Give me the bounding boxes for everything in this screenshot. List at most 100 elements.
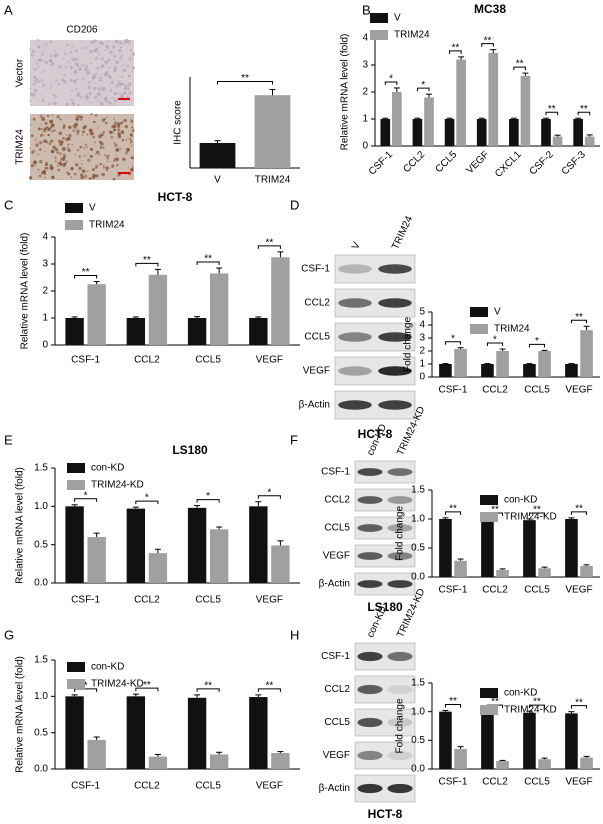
legend-label: TRIM24-KD bbox=[91, 679, 144, 690]
ihc-texture bbox=[79, 116, 82, 119]
ihc-texture bbox=[94, 76, 97, 79]
ihc-texture bbox=[59, 82, 61, 85]
bar bbox=[392, 92, 402, 146]
legend-label: TRIM24-KD bbox=[504, 512, 557, 523]
ihc-texture bbox=[114, 143, 118, 148]
y-tick-label: 3 bbox=[42, 259, 48, 270]
ihc-texture bbox=[128, 57, 133, 62]
ihc-texture bbox=[70, 98, 74, 102]
bar bbox=[187, 697, 207, 769]
significance-label: * bbox=[421, 80, 425, 91]
ihc-texture bbox=[48, 142, 52, 145]
y-tick-label: 0.0 bbox=[34, 764, 48, 775]
ihc-texture bbox=[106, 156, 110, 160]
ihc-texture bbox=[53, 54, 57, 58]
ihc-texture bbox=[119, 148, 122, 150]
y-tick-label: 5 bbox=[419, 307, 425, 318]
ihc-texture bbox=[47, 133, 50, 137]
bar bbox=[249, 318, 268, 345]
ihc-texture bbox=[83, 147, 86, 150]
ihc-texture bbox=[94, 113, 98, 117]
ihc-texture bbox=[123, 42, 126, 45]
ihc-texture bbox=[99, 162, 102, 166]
blot-band bbox=[387, 750, 413, 761]
blot-caption: HCT-8 bbox=[358, 427, 393, 441]
y-tick-label: 2 bbox=[419, 346, 425, 357]
ihc-texture bbox=[32, 117, 36, 121]
x-tick-label: CSF-1 bbox=[439, 585, 468, 596]
ihc-texture bbox=[68, 133, 72, 138]
ihc-texture bbox=[44, 127, 47, 131]
bar bbox=[87, 739, 106, 769]
bar bbox=[541, 119, 551, 146]
ihc-texture bbox=[119, 94, 124, 99]
y-tick-label: 1.0 bbox=[34, 501, 48, 512]
blot-band bbox=[357, 552, 383, 560]
ihc-texture bbox=[94, 82, 96, 84]
ihc-texture bbox=[75, 62, 79, 66]
ihc-texture bbox=[40, 50, 43, 53]
ihc-texture bbox=[42, 70, 45, 73]
ihc-texture bbox=[62, 126, 66, 130]
x-tick-label: TRIM24 bbox=[255, 175, 291, 186]
blot-row-label: CCL5 bbox=[324, 523, 350, 534]
significance-bracket bbox=[196, 261, 220, 266]
ihc-texture bbox=[86, 133, 89, 136]
ihc-texture bbox=[62, 58, 64, 60]
ihc-texture bbox=[93, 86, 96, 89]
significance-label: ** bbox=[491, 505, 499, 516]
ihc-texture bbox=[91, 76, 95, 80]
panel-label: A bbox=[4, 2, 13, 17]
ihc-texture bbox=[102, 146, 105, 149]
x-tick-label: V bbox=[214, 175, 221, 186]
ihc-texture bbox=[58, 139, 62, 144]
ihc-texture bbox=[37, 58, 41, 62]
ihc-texture bbox=[102, 166, 106, 169]
bar bbox=[538, 759, 551, 769]
ihc-texture bbox=[113, 92, 117, 96]
ihc-texture bbox=[48, 102, 51, 106]
y-tick-label: 0 bbox=[42, 340, 48, 351]
significance-bracket bbox=[545, 111, 559, 116]
ihc-texture bbox=[31, 49, 36, 53]
panel-label: B bbox=[362, 2, 371, 17]
ihc-texture bbox=[83, 155, 86, 157]
ihc-texture bbox=[104, 154, 106, 157]
ihc-texture bbox=[59, 162, 63, 166]
blot-strip bbox=[354, 488, 416, 512]
ihc-texture bbox=[77, 103, 80, 107]
ihc-texture bbox=[52, 114, 54, 116]
ihc-texture bbox=[40, 128, 43, 131]
ihc-texture bbox=[89, 101, 92, 104]
legend-swatch bbox=[480, 688, 498, 698]
ihc-texture bbox=[117, 128, 121, 132]
bar bbox=[565, 713, 578, 769]
ihc-texture bbox=[41, 83, 46, 88]
bar bbox=[439, 364, 452, 377]
ihc-texture bbox=[127, 74, 131, 78]
bar bbox=[209, 273, 229, 345]
ihc-texture bbox=[48, 74, 51, 76]
ihc-texture bbox=[71, 143, 73, 146]
ihc-texture bbox=[83, 174, 88, 179]
ihc-texture bbox=[92, 135, 96, 139]
ihc-texture bbox=[32, 93, 36, 97]
ihc-texture bbox=[101, 118, 106, 122]
ihc-texture bbox=[63, 124, 66, 127]
x-tick-label: CCL2 bbox=[482, 585, 508, 596]
ihc-texture bbox=[78, 67, 82, 71]
ihc-texture bbox=[115, 158, 119, 162]
significance-bracket bbox=[217, 81, 273, 85]
ihc-texture bbox=[120, 65, 123, 68]
y-tick-label: 0 bbox=[362, 141, 368, 152]
bar bbox=[509, 119, 519, 146]
significance-bracket bbox=[384, 81, 398, 85]
ihc-texture bbox=[95, 153, 97, 155]
ihc-texture bbox=[110, 80, 114, 84]
ihc-texture bbox=[45, 61, 49, 65]
panel-label: F bbox=[290, 432, 298, 447]
ihc-texture bbox=[107, 154, 110, 157]
ihc-texture bbox=[86, 170, 89, 172]
y-tick-label: 1 bbox=[362, 114, 368, 125]
ihc-texture bbox=[33, 160, 37, 165]
